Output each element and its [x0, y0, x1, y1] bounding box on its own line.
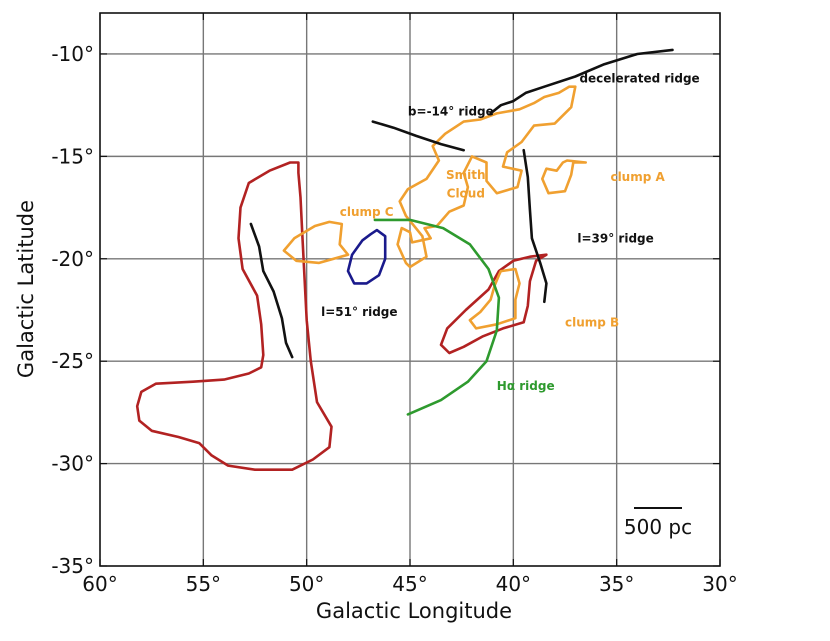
y-tick-label: -35°: [51, 554, 94, 578]
y-tick-label: -20°: [51, 247, 94, 271]
smith-cloud-orange: [396, 85, 577, 269]
x-tick-label: 60°: [82, 572, 117, 596]
red-contour-clump-b: [439, 253, 548, 355]
l-39-ridge: [522, 148, 548, 304]
plot-frame: [99, 12, 721, 567]
y-tick-label: -25°: [51, 349, 94, 373]
grid-lines: [100, 13, 720, 566]
y-tick-label: -15°: [51, 144, 94, 168]
annotation-label: l=51° ridge: [321, 305, 397, 319]
y-axis-title: Galactic Latitude: [14, 200, 38, 378]
scale-bar-label: 500 pc: [624, 515, 692, 539]
x-tick-label: 45°: [392, 572, 427, 596]
annotation-label: clump A: [610, 170, 665, 184]
annotation-label: b=-14° ridge: [408, 104, 494, 118]
annotation-label: Smith: [446, 168, 486, 182]
annotation-label: l=39° ridge: [577, 231, 653, 245]
y-tick-label: -30°: [51, 452, 94, 476]
scale-bar: 500 pc: [624, 507, 692, 539]
tick-labels: 60° 55° 50° 45° 40° 35° 30° -10° -15° -20° -25° -30…: [51, 42, 737, 596]
b-14-ridge: [371, 120, 466, 152]
x-axis-title: Galactic Longitude: [316, 599, 512, 623]
h-alpha-ridge: [373, 218, 501, 416]
l-51-ridge: [249, 222, 294, 359]
red-contour-west: [135, 161, 333, 472]
clump-c-orange: [282, 220, 350, 265]
annotations: decelerated ridge b=-14° ridge Smith Cloud c…: [321, 72, 700, 393]
annotation-label: Hα ridge: [497, 379, 555, 393]
x-tick-label: 40°: [496, 572, 531, 596]
x-tick-label: 30°: [702, 572, 737, 596]
data-series: [135, 48, 674, 472]
y-tick-label: -10°: [51, 42, 94, 66]
decelerated-ridge: [489, 48, 674, 115]
annotation-label: decelerated ridge: [579, 72, 699, 86]
annotation-label: clump C: [340, 205, 394, 219]
annotation-label: Cloud: [447, 186, 485, 200]
clump-a-orange: [540, 159, 588, 195]
x-tick-label: 55°: [186, 572, 221, 596]
annotation-label: clump B: [565, 315, 619, 329]
blue-contour: [346, 228, 387, 285]
x-tick-label: 50°: [289, 572, 324, 596]
x-tick-label: 35°: [599, 572, 634, 596]
